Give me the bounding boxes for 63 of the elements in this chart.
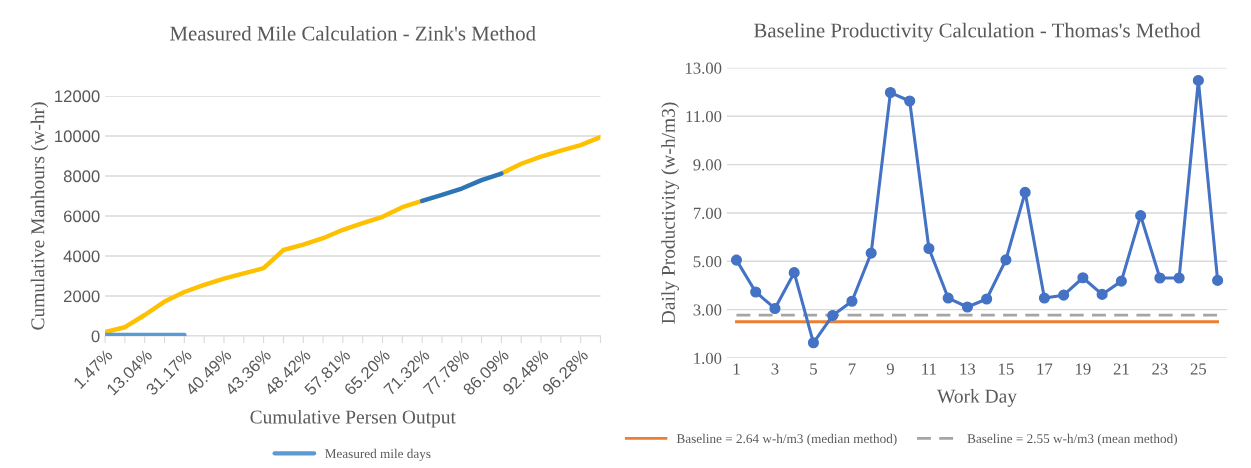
point <box>961 301 973 313</box>
x-tick-label: 3 <box>771 363 779 375</box>
y-tick-label: 4000 <box>63 250 100 263</box>
y-tick-label: 9.00 <box>693 159 722 171</box>
point <box>807 337 819 349</box>
y-tick-label: 8000 <box>63 170 100 183</box>
point <box>1154 272 1166 284</box>
legend-label: Baseline = 2.55 w-h/m3 (mean method) <box>967 433 1177 446</box>
chart-title: Baseline Productivity Calculation - Thomas's Method <box>754 22 1201 42</box>
x-tick-label: 7 <box>848 363 856 375</box>
point <box>769 302 781 315</box>
point <box>1077 272 1089 284</box>
x-tick-label: 23 <box>1152 363 1168 375</box>
point <box>1000 254 1012 266</box>
point <box>865 247 877 259</box>
point <box>981 293 993 305</box>
y-tick-label: 6000 <box>64 210 100 223</box>
x-tick-label: 11 <box>922 363 936 375</box>
point <box>1096 288 1108 300</box>
y-tick-label: 0 <box>91 330 100 343</box>
y-tick-label: 2000 <box>63 290 100 303</box>
x-axis-title: Cumulative Persen Output <box>250 409 456 428</box>
point <box>1019 186 1031 198</box>
y-tick-label: 1.00 <box>694 352 722 365</box>
point <box>1173 272 1185 284</box>
x-tick-label: 25 <box>1190 363 1207 375</box>
legend-label: Baseline = 2.64 w-h/m3 (median method) <box>676 433 897 446</box>
point <box>1135 210 1147 222</box>
point <box>942 292 954 304</box>
chart-title: Measured Mile Calculation - Zink's Method <box>170 25 536 41</box>
point <box>923 242 935 255</box>
x-tick-label: 13 <box>960 363 976 375</box>
point <box>1212 274 1224 286</box>
x-tick-label: 19 <box>1076 363 1091 375</box>
x-tick-label: 9 <box>886 363 894 375</box>
point <box>1038 292 1050 304</box>
point <box>1192 74 1204 86</box>
point <box>730 254 743 266</box>
x-axis-title: Work Day <box>937 389 1017 407</box>
point <box>788 267 800 279</box>
x-tick-label: 5 <box>810 363 817 375</box>
y-tick-label: 10000 <box>55 130 100 143</box>
point <box>904 95 916 107</box>
point <box>1115 275 1127 287</box>
legend-label: Measured mile days <box>325 448 431 461</box>
point <box>1058 289 1070 301</box>
y-tick-label: 7.00 <box>693 207 722 219</box>
y-tick-label: 11.00 <box>686 110 722 123</box>
point <box>884 86 896 99</box>
y-tick-label: 12000 <box>55 90 100 103</box>
x-tick-label: 17 <box>1037 363 1053 375</box>
point <box>846 295 858 307</box>
y-axis-title: Daily Productivity (w-h/m3) <box>661 102 679 324</box>
x-tick-label: 1 <box>733 363 740 375</box>
point <box>827 309 839 322</box>
point <box>750 286 762 298</box>
y-tick-label: 3.00 <box>693 304 722 316</box>
y-axis-title: Cumulative Manhours (w-hr) <box>30 102 49 330</box>
y-tick-label: 5.00 <box>693 256 722 268</box>
y-tick-label: 13.00 <box>685 62 722 74</box>
x-tick-label: 15 <box>999 363 1014 375</box>
line-series <box>419 171 504 204</box>
x-tick-label: 21 <box>1113 363 1129 375</box>
